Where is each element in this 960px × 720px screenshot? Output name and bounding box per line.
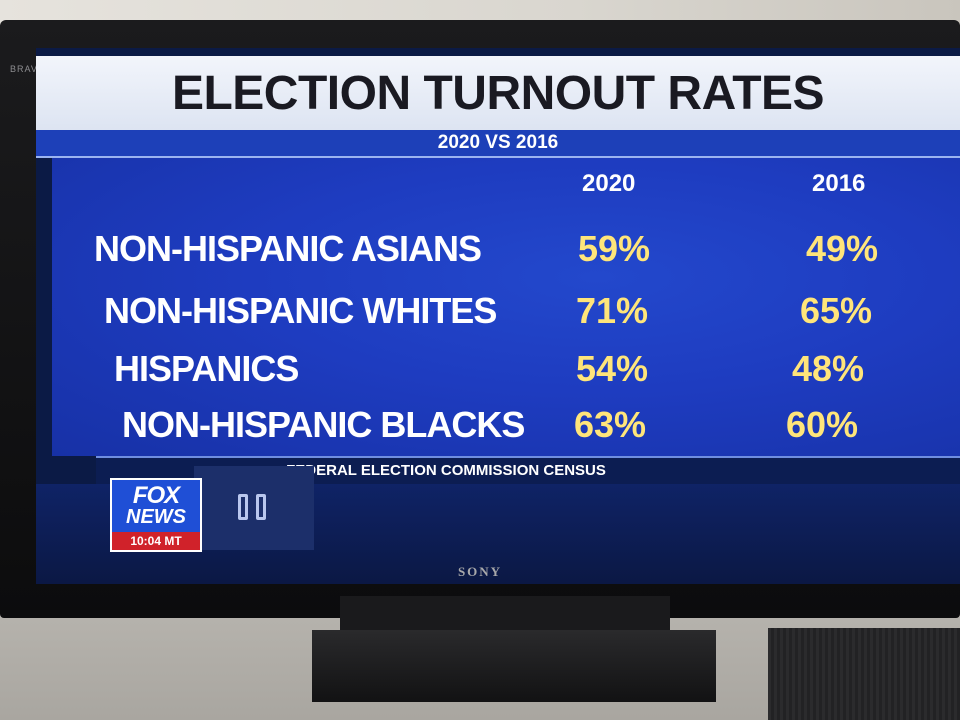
logo-time: 10:04 MT <box>112 532 200 550</box>
value-hispanics-2016: 48% <box>792 348 865 389</box>
column-header-2020: 2020 <box>582 170 636 197</box>
logo-news-text: NEWS <box>126 506 186 528</box>
source-text: FEDERAL ELECTION COMMISSION CENSUS <box>286 462 606 479</box>
value-blacks-2016: 60% <box>786 404 859 445</box>
column-header-2016: 2016 <box>812 170 866 197</box>
value-hispanics-2020: 54% <box>576 348 649 389</box>
graphic-subtitle: 2020 VS 2016 <box>437 132 559 153</box>
set-top-box <box>768 628 960 720</box>
ticker-box <box>194 466 314 550</box>
logo-fox-text: FOX <box>132 482 180 509</box>
value-whites-2020: 71% <box>576 290 649 331</box>
value-asians-2016: 49% <box>806 228 879 269</box>
sony-logo: SONY <box>457 564 503 579</box>
value-blacks-2020: 63% <box>574 404 647 445</box>
data-panel <box>52 158 960 456</box>
row-label-hispanics: HISPANICS <box>114 348 299 389</box>
value-asians-2020: 59% <box>578 228 651 269</box>
subtitle-bar: 2020 VS 2016 <box>36 130 960 158</box>
bravia-label: BRAVIA <box>10 64 49 74</box>
pause-icon <box>238 494 270 520</box>
title-bar: ELECTION TURNOUT RATES <box>36 56 960 130</box>
fox-news-logo: FOX NEWS 10:04 MT <box>110 478 202 552</box>
graphic-title: ELECTION TURNOUT RATES <box>171 67 825 120</box>
row-label-blacks: NON-HISPANIC BLACKS <box>122 404 525 445</box>
tv-stand-base <box>312 630 716 702</box>
row-label-whites: NON-HISPANIC WHITES <box>104 290 497 331</box>
row-label-asians: NON-HISPANIC ASIANS <box>94 228 482 269</box>
value-whites-2016: 65% <box>800 290 873 331</box>
tv-screen: ELECTION TURNOUT RATES 2020 VS 2016 2020… <box>36 48 960 584</box>
tv-stand-neck <box>340 596 670 632</box>
